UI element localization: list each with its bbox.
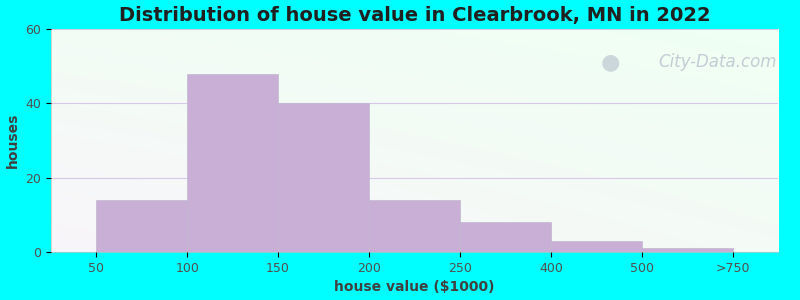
Title: Distribution of house value in Clearbrook, MN in 2022: Distribution of house value in Clearbroo… bbox=[118, 6, 710, 25]
Bar bbox=[187, 74, 278, 252]
X-axis label: house value ($1000): house value ($1000) bbox=[334, 280, 494, 294]
Text: ●: ● bbox=[602, 52, 621, 72]
Bar bbox=[642, 248, 733, 252]
Bar bbox=[460, 222, 551, 252]
Text: City-Data.com: City-Data.com bbox=[658, 53, 777, 71]
Y-axis label: houses: houses bbox=[6, 113, 19, 168]
Bar bbox=[278, 103, 369, 252]
Bar bbox=[96, 200, 187, 252]
Bar bbox=[369, 200, 460, 252]
Bar bbox=[551, 241, 642, 252]
